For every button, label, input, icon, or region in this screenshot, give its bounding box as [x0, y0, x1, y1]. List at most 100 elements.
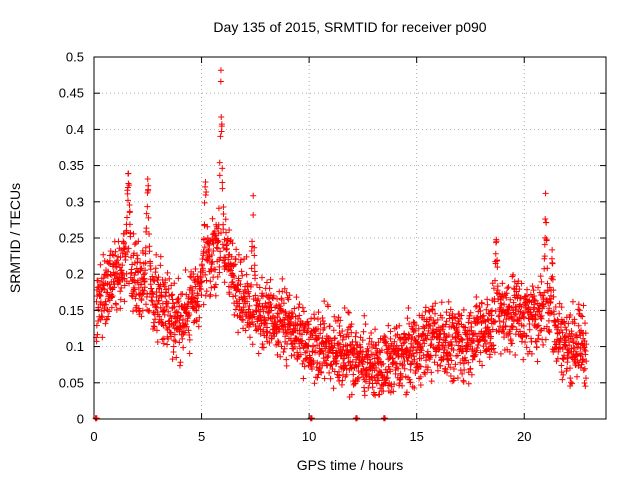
data-point	[248, 281, 255, 288]
data-point	[538, 312, 545, 319]
data-point	[260, 326, 267, 333]
data-point	[102, 320, 109, 327]
data-point	[361, 312, 368, 319]
data-point	[399, 346, 406, 353]
data-point	[550, 311, 557, 318]
data-point	[401, 330, 408, 337]
data-point	[286, 292, 293, 299]
data-point	[461, 366, 468, 373]
data-point	[457, 359, 464, 366]
data-point	[143, 210, 150, 217]
data-point	[152, 303, 159, 310]
data-point	[283, 356, 290, 363]
data-point	[281, 345, 288, 352]
data-point	[411, 356, 418, 363]
data-point	[132, 295, 139, 302]
data-point	[179, 291, 186, 298]
data-point	[515, 278, 522, 285]
data-point	[361, 392, 368, 399]
data-point	[415, 333, 422, 340]
data-point	[140, 250, 147, 257]
data-point	[531, 304, 538, 311]
data-point	[174, 309, 181, 316]
data-point	[259, 293, 266, 300]
data-point	[567, 311, 574, 318]
data-point	[372, 326, 379, 333]
data-point	[246, 293, 253, 300]
data-point	[380, 388, 387, 395]
data-point	[577, 312, 584, 319]
data-point	[217, 133, 224, 140]
data-point	[497, 350, 504, 357]
data-point	[517, 328, 524, 335]
data-point	[146, 230, 153, 237]
data-point	[348, 341, 355, 348]
data-point	[558, 369, 565, 376]
data-point	[101, 286, 108, 293]
data-point	[546, 329, 553, 336]
data-point	[238, 268, 245, 275]
data-point	[142, 267, 149, 274]
data-point	[564, 355, 571, 362]
data-point	[134, 255, 141, 262]
data-point	[349, 358, 356, 365]
data-point	[263, 334, 270, 341]
x-tick-label: 10	[302, 429, 316, 444]
data-point	[326, 323, 333, 330]
data-point	[580, 302, 587, 309]
data-point	[318, 369, 325, 376]
data-point	[177, 313, 184, 320]
data-point	[447, 364, 454, 371]
data-point	[135, 284, 142, 291]
data-point	[411, 327, 418, 334]
data-point	[296, 301, 303, 308]
data-point	[97, 261, 104, 268]
data-point	[535, 322, 542, 329]
data-point	[112, 248, 119, 255]
data-point	[124, 249, 131, 256]
data-point	[543, 219, 550, 226]
data-point	[253, 281, 260, 288]
data-point	[214, 245, 221, 252]
data-point	[160, 340, 167, 347]
data-point	[352, 338, 359, 345]
data-point	[445, 332, 452, 339]
data-point	[468, 371, 475, 378]
data-point	[165, 308, 172, 315]
data-point	[518, 303, 525, 310]
data-point	[413, 322, 420, 329]
data-point	[405, 305, 412, 312]
data-point	[235, 329, 242, 336]
data-point	[438, 299, 445, 306]
data-point	[454, 352, 461, 359]
data-point	[558, 362, 565, 369]
data-point	[390, 359, 397, 366]
data-point	[221, 236, 228, 243]
data-point	[559, 329, 566, 336]
data-point	[164, 341, 171, 348]
x-axis-ticks: 0 5 10 15 20	[90, 57, 531, 444]
data-point	[407, 379, 414, 386]
data-point	[549, 276, 556, 283]
data-point	[557, 344, 564, 351]
data-point	[434, 316, 441, 323]
data-point	[365, 347, 372, 354]
data-point	[189, 287, 196, 294]
data-point	[209, 215, 216, 222]
data-point	[267, 300, 274, 307]
data-point	[278, 343, 285, 350]
data-point	[376, 391, 383, 398]
data-point	[345, 309, 352, 316]
data-point	[509, 273, 516, 280]
data-point	[526, 321, 533, 328]
data-point	[437, 363, 444, 370]
data-point	[465, 380, 472, 387]
data-point	[98, 313, 105, 320]
data-point	[517, 294, 524, 301]
data-point	[401, 365, 408, 372]
data-point	[126, 280, 133, 287]
data-point	[491, 349, 498, 356]
data-point	[170, 337, 177, 344]
data-point	[335, 314, 342, 321]
data-point	[435, 346, 442, 353]
